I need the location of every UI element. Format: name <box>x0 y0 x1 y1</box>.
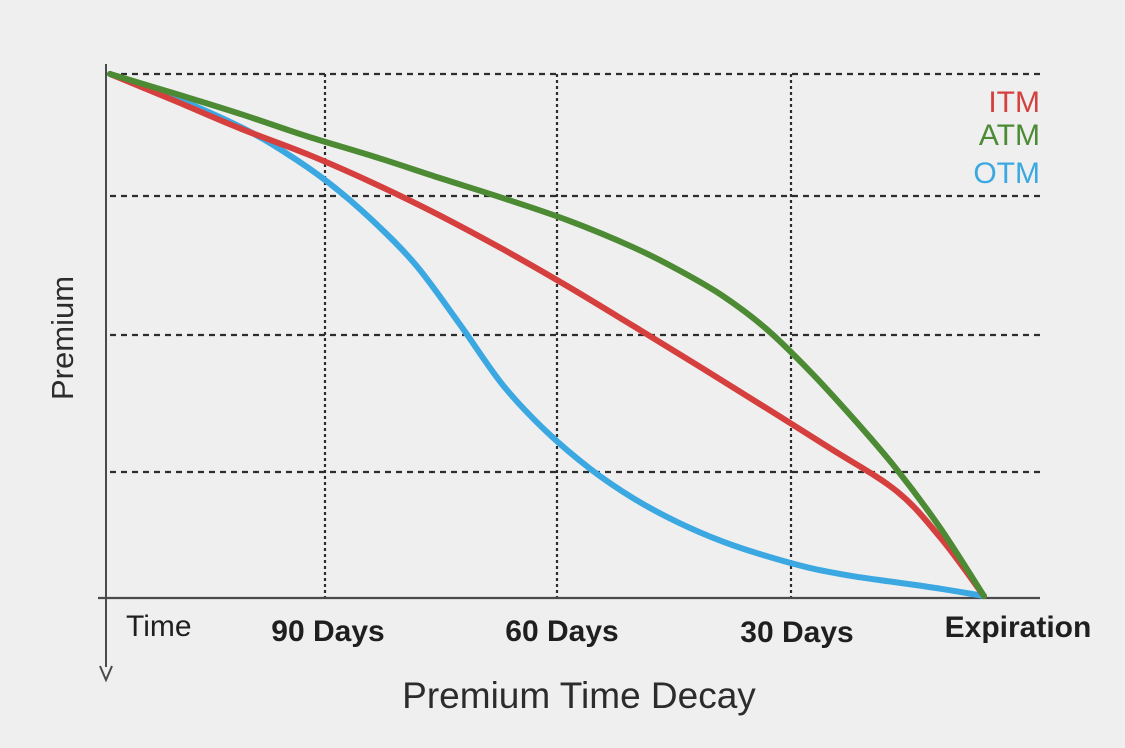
x-tick-label-60-days: 60 Days <box>505 615 618 648</box>
x-tick-label-30-days: 30 Days <box>740 616 853 649</box>
legend-label-otm: OTM <box>973 157 1040 190</box>
x-tick-label-time: Time <box>126 610 192 643</box>
legend-label-itm: ITM <box>988 86 1040 119</box>
grid <box>110 72 1040 598</box>
y-axis-arrow <box>99 665 113 683</box>
legend: ITM ATM OTM <box>973 86 1040 190</box>
y-axis-title: Premium <box>45 276 80 400</box>
x-tick-label-expiration: Expiration <box>945 611 1092 644</box>
axes <box>98 64 1040 683</box>
series-layer <box>107 71 987 599</box>
x-tick-label-90-days: 90 Days <box>271 615 384 648</box>
series-line-itm <box>107 71 987 599</box>
series-line-otm <box>107 71 987 599</box>
x-tick-labels: Time 90 Days 60 Days 30 Days Expiration <box>126 610 1091 649</box>
series-line-atm <box>107 71 987 599</box>
x-axis-title: Premium Time Decay <box>402 675 756 716</box>
legend-label-atm: ATM <box>979 119 1040 152</box>
